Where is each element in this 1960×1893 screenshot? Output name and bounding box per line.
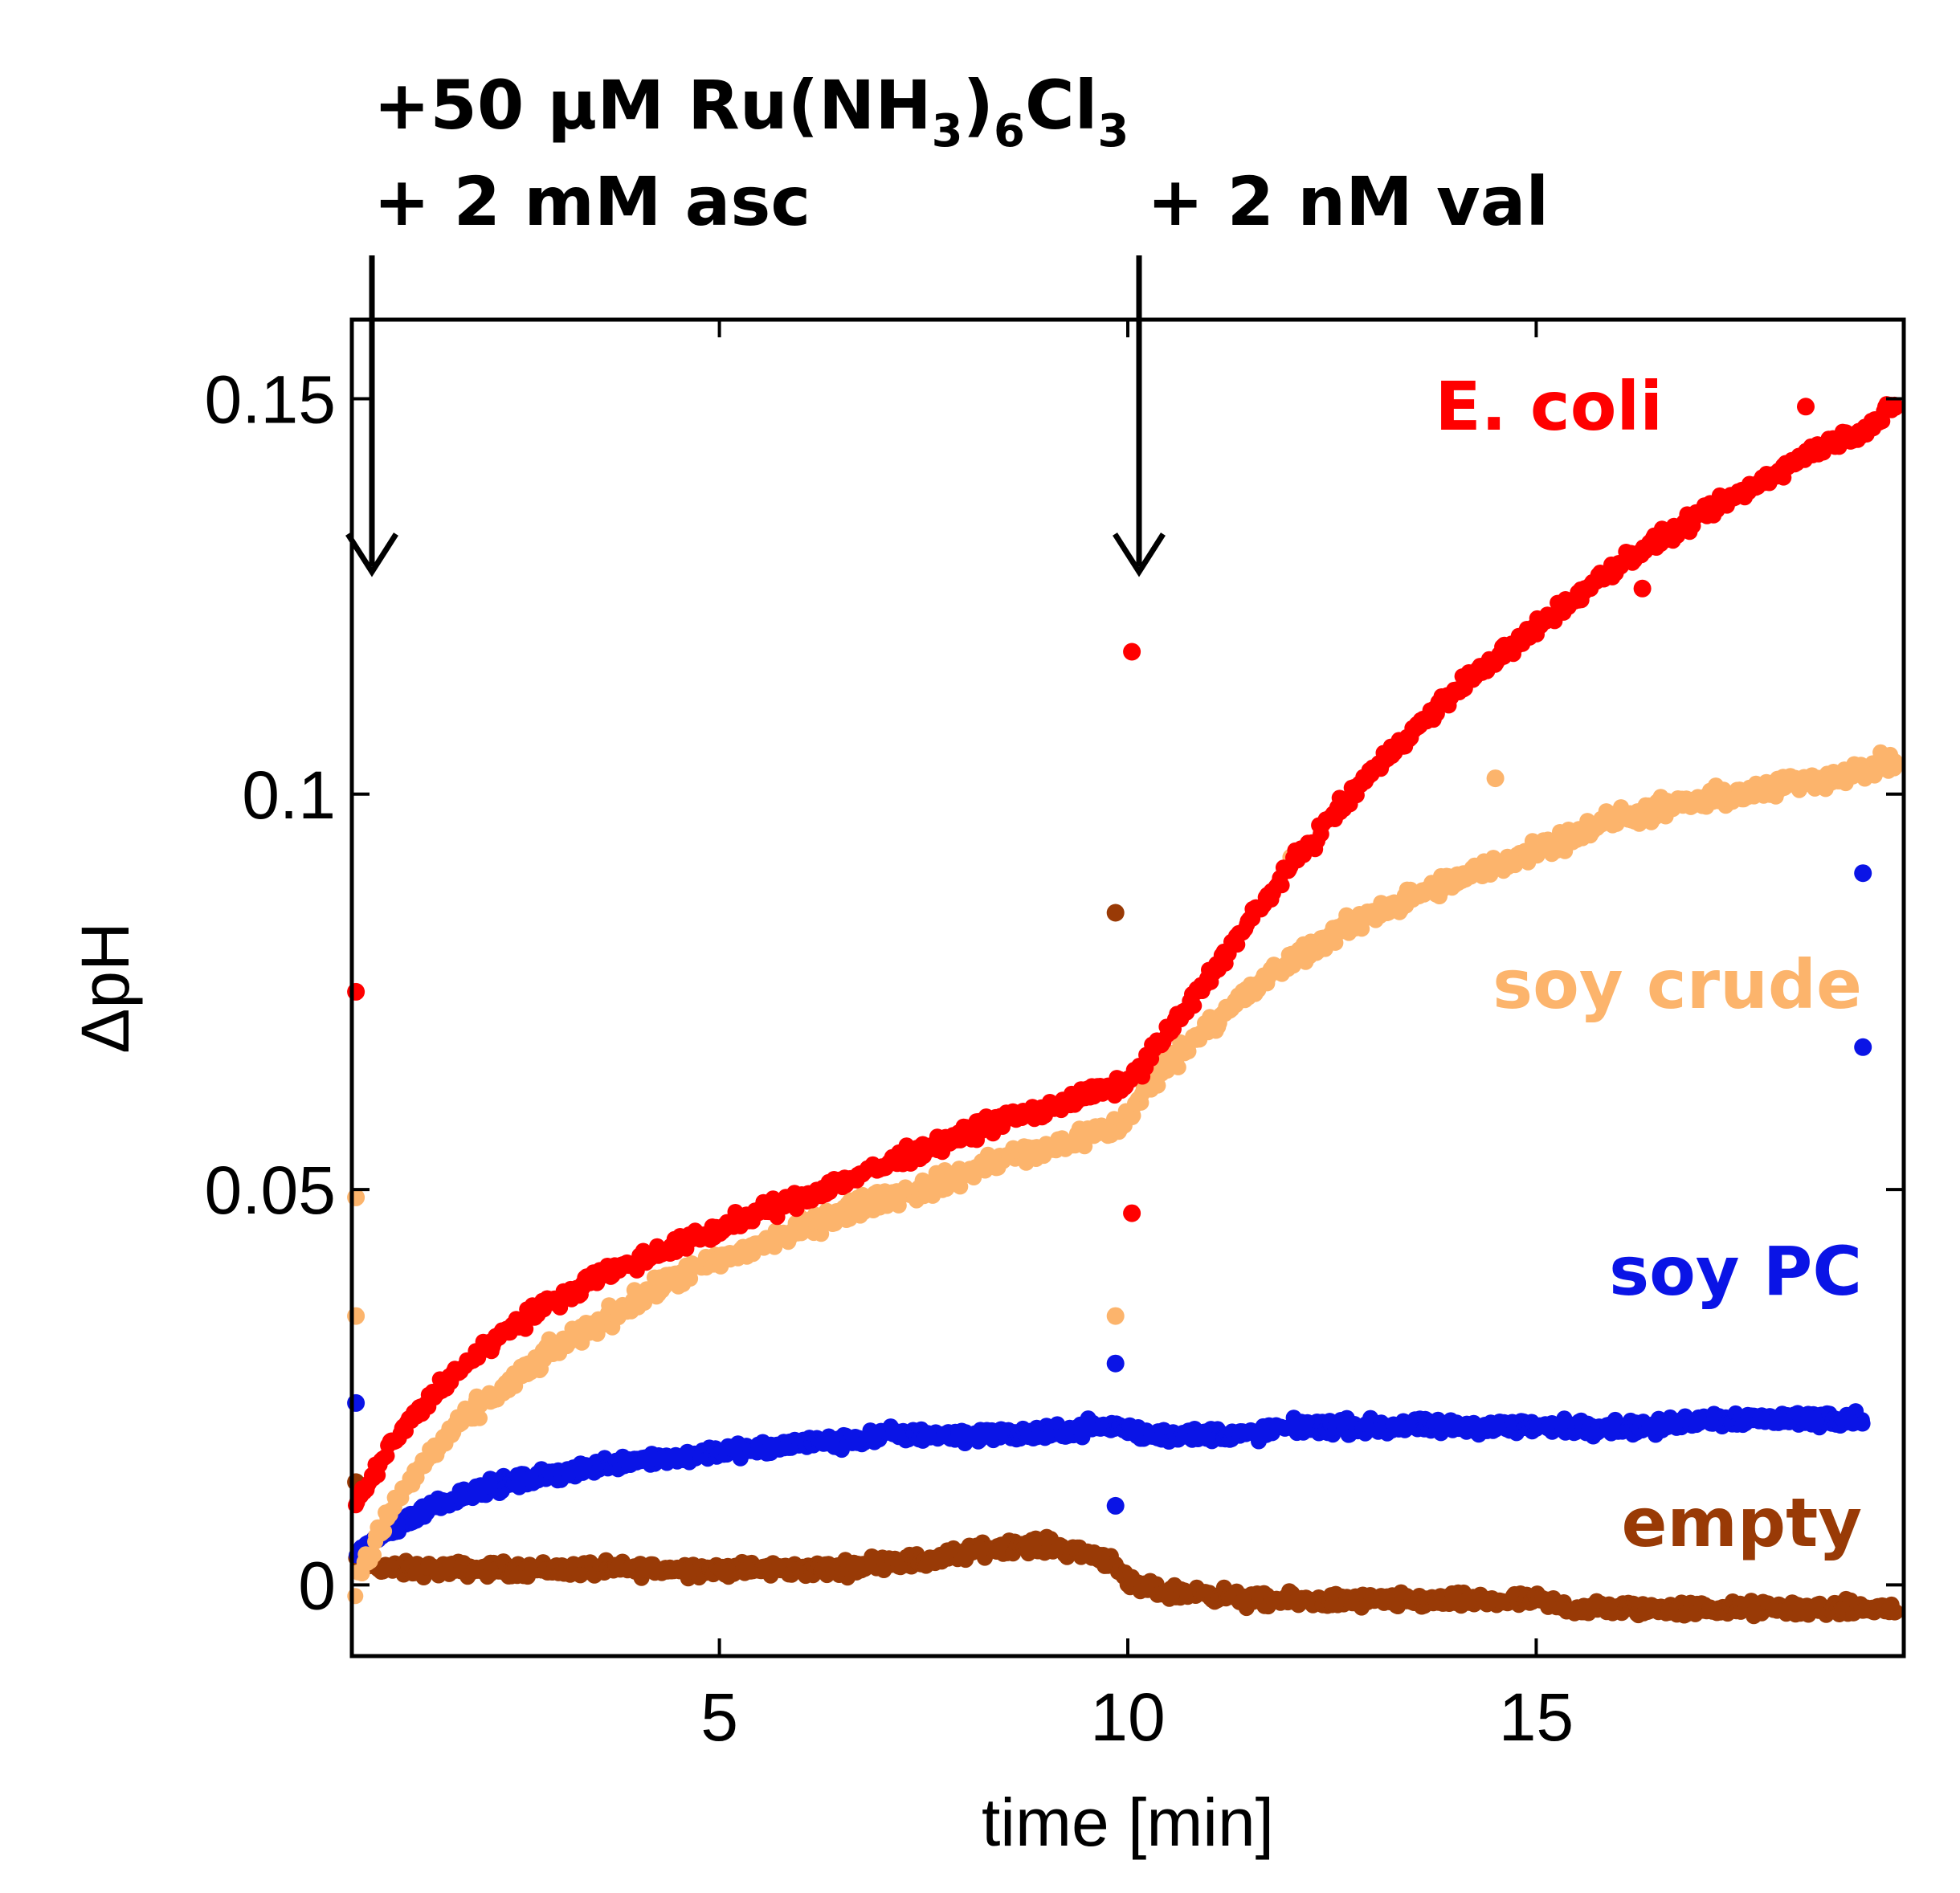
outlier-soy_pc xyxy=(1854,864,1872,883)
point-soy_crude xyxy=(472,1410,488,1426)
outlier-soy_crude xyxy=(1106,1307,1125,1325)
series-label-soy-pc: soy PC xyxy=(1609,1232,1862,1311)
data-points xyxy=(347,396,1904,1625)
outlier-soy_crude xyxy=(347,1307,365,1325)
point-soy_crude xyxy=(1170,1059,1186,1075)
point-soy_pc xyxy=(1854,1415,1871,1432)
point-ecoli xyxy=(1887,399,1904,416)
point-soy_crude xyxy=(347,1588,364,1605)
outlier-soy_crude xyxy=(1486,769,1505,788)
outlier-soy_pc xyxy=(1854,1038,1872,1056)
y-tick-label-0.05: 0.05 xyxy=(205,1153,337,1228)
x-tick-labels: 5 10 15 xyxy=(700,1679,1574,1755)
point-ecoli xyxy=(1186,997,1203,1014)
point-soy_crude xyxy=(682,1271,699,1287)
y-tick-label-0.1: 0.1 xyxy=(242,757,336,833)
outlier-soy_pc xyxy=(1106,1354,1125,1373)
annotation-ascorbate: + 2 mM asc xyxy=(374,162,811,241)
point-soy_crude xyxy=(1076,1138,1093,1155)
point-empty xyxy=(1887,1604,1904,1621)
outlier-ecoli xyxy=(1123,643,1141,661)
outlier-ecoli xyxy=(1797,398,1815,416)
series-ecoli xyxy=(347,396,1904,1514)
point-soy_crude xyxy=(376,1523,393,1540)
outlier-ecoli xyxy=(347,982,365,1001)
outlier-soy_pc xyxy=(347,1393,365,1412)
outlier-ecoli xyxy=(1633,579,1652,598)
series-soy_pc xyxy=(347,864,1872,1564)
arrow-addition-1 xyxy=(345,255,398,577)
annotation-valinomycin: + 2 nM val xyxy=(1147,162,1549,241)
point-soy_crude xyxy=(1887,753,1904,770)
x-tick-label-10: 10 xyxy=(1090,1679,1165,1755)
arrow-addition-2 xyxy=(1113,255,1166,577)
x-tick-label-5: 5 xyxy=(700,1679,738,1755)
point-ecoli xyxy=(1273,877,1290,894)
tick-marks xyxy=(352,320,1904,1656)
series-soy_crude xyxy=(347,744,1904,1605)
annotation-ruthenium: +50 µM Ru(NH3)6Cl3 xyxy=(374,66,1129,157)
series-label-ecoli: E. coli xyxy=(1435,367,1663,446)
series-label-soy-crude: soy crude xyxy=(1492,945,1862,1024)
outlier-ecoli xyxy=(1123,1204,1141,1222)
y-tick-label-0.15: 0.15 xyxy=(205,361,337,437)
y-tick-label-0: 0 xyxy=(298,1548,336,1623)
outlier-soy_pc xyxy=(1106,1496,1125,1515)
x-tick-label-15: 15 xyxy=(1499,1679,1574,1755)
point-soy_crude xyxy=(365,1547,382,1564)
y-tick-labels: 0 0.05 0.1 0.15 xyxy=(205,361,337,1623)
series-empty xyxy=(347,904,1904,1625)
outlier-empty xyxy=(1106,904,1125,922)
series-label-empty: empty xyxy=(1621,1483,1862,1562)
x-axis-label: time [min] xyxy=(982,1785,1274,1860)
outlier-soy_crude xyxy=(347,1188,365,1206)
y-axis-label: ΔpH xyxy=(67,922,143,1054)
